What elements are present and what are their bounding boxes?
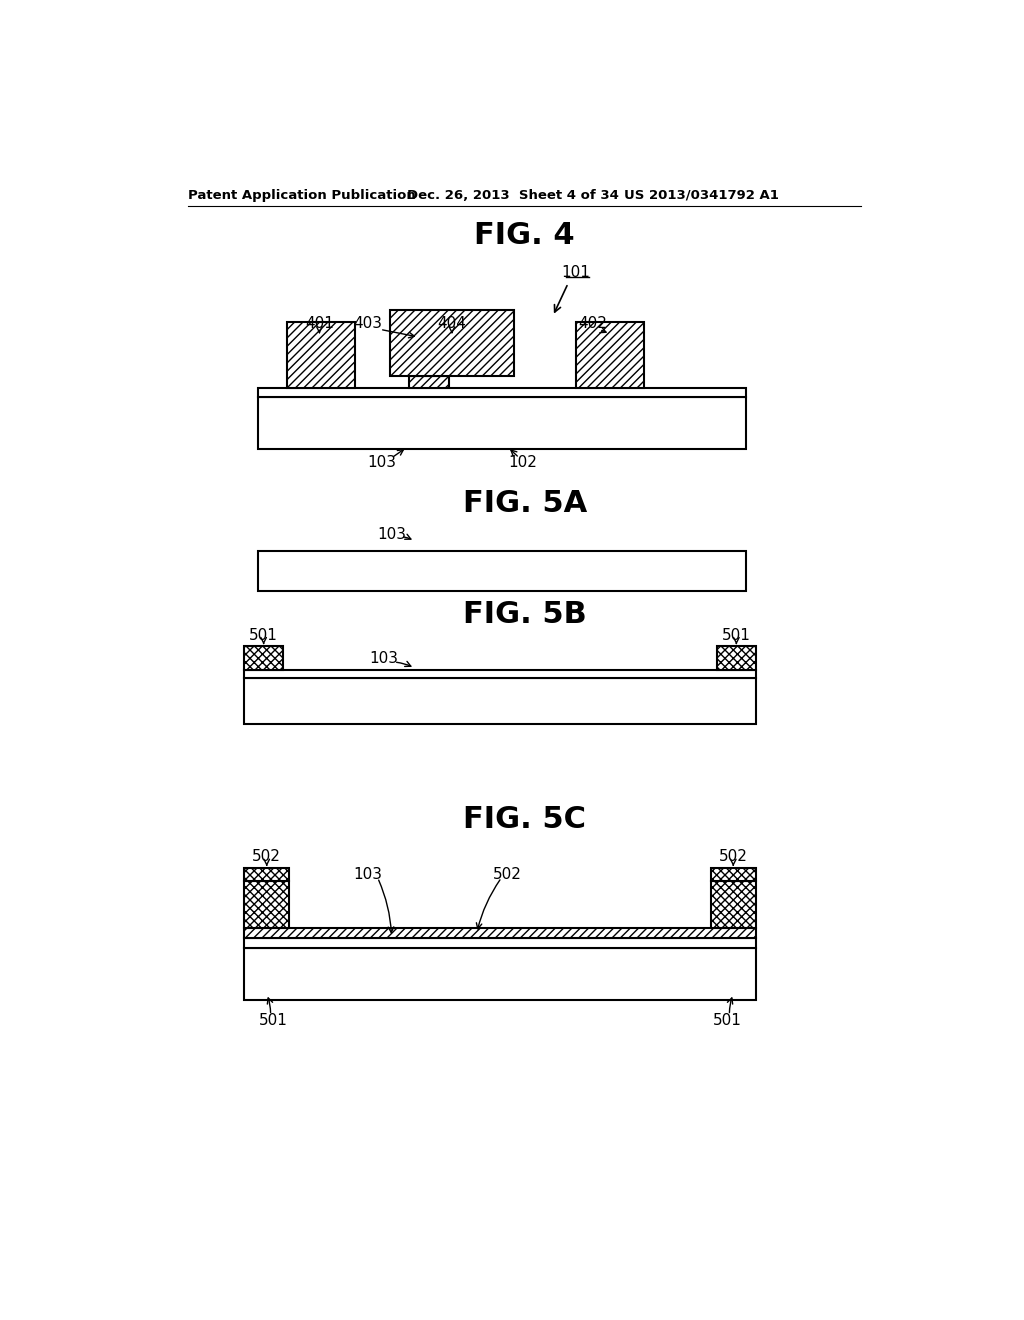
Text: FIG. 4: FIG. 4 — [474, 220, 575, 249]
Bar — [245, 882, 289, 928]
Text: 102: 102 — [509, 455, 538, 470]
Text: Dec. 26, 2013  Sheet 4 of 34: Dec. 26, 2013 Sheet 4 of 34 — [407, 189, 618, 202]
Text: 103: 103 — [370, 651, 398, 667]
Text: 103: 103 — [367, 455, 396, 470]
Bar — [245, 671, 756, 678]
Bar — [245, 867, 289, 882]
Text: 501: 501 — [249, 627, 279, 643]
Bar — [245, 928, 756, 939]
Bar — [711, 882, 756, 928]
Text: 403: 403 — [353, 317, 383, 331]
Text: FIG. 5A: FIG. 5A — [463, 488, 587, 517]
Text: 402: 402 — [579, 317, 607, 331]
Text: 401: 401 — [305, 317, 334, 331]
Bar — [575, 322, 644, 388]
Text: US 2013/0341792 A1: US 2013/0341792 A1 — [624, 189, 779, 202]
Text: Patent Application Publication: Patent Application Publication — [188, 189, 416, 202]
Bar — [287, 322, 355, 388]
Text: 103: 103 — [353, 867, 383, 882]
Text: 502: 502 — [252, 849, 282, 865]
Bar — [409, 376, 449, 388]
Bar — [711, 867, 756, 882]
Bar — [245, 645, 283, 671]
Text: FIG. 5B: FIG. 5B — [463, 599, 587, 628]
Text: 103: 103 — [377, 527, 406, 541]
Bar — [717, 645, 756, 671]
Bar — [245, 939, 756, 948]
Bar — [258, 397, 746, 449]
Bar — [245, 948, 756, 1001]
Text: 404: 404 — [437, 317, 466, 331]
Text: 101: 101 — [561, 265, 591, 280]
Bar — [245, 678, 756, 725]
Bar — [390, 310, 514, 376]
Bar — [258, 388, 746, 397]
Text: FIG. 5C: FIG. 5C — [463, 805, 587, 833]
Text: 501: 501 — [258, 1014, 288, 1028]
Text: 501: 501 — [722, 627, 751, 643]
Text: 502: 502 — [719, 849, 748, 865]
Bar — [258, 552, 746, 591]
Text: 502: 502 — [494, 867, 522, 882]
Text: 501: 501 — [713, 1014, 741, 1028]
